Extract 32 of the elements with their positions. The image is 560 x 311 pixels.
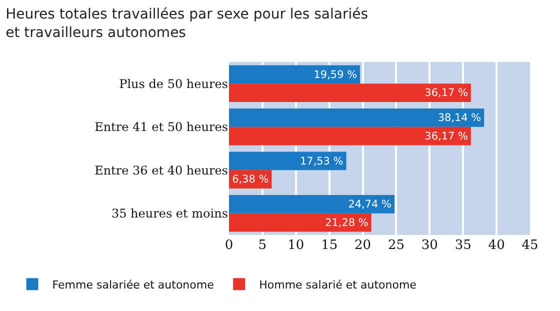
- bar: [229, 108, 484, 127]
- data-label: 6,38 %: [232, 174, 269, 186]
- x-tick-label: 45: [522, 238, 538, 253]
- data-label: 19,59 %: [314, 68, 358, 81]
- x-tick-label: 35: [454, 238, 472, 253]
- bar: [229, 84, 471, 102]
- bar: [229, 65, 360, 84]
- data-label: 36,17 %: [424, 87, 468, 100]
- x-tick-label: 10: [288, 238, 304, 253]
- data-label: 36,17 %: [424, 130, 468, 142]
- legend-label: Homme salarié et autonome: [259, 278, 417, 292]
- x-tick-label: 25: [388, 238, 404, 253]
- bar: [229, 213, 372, 232]
- y-tick-label: Entre 36 et 40 heures: [94, 163, 228, 178]
- x-tick-label: 30: [421, 238, 438, 253]
- y-tick-label: 35 heures et moins: [111, 206, 228, 221]
- legend-label: Femme salariée et autonome: [52, 278, 214, 292]
- x-tick-label: 40: [488, 238, 505, 253]
- data-label: 24,74 %: [348, 198, 392, 211]
- data-label: 17,53 %: [300, 155, 344, 168]
- bar: [229, 194, 394, 214]
- data-label: 38,14 %: [438, 112, 482, 124]
- x-tick-label: 5: [258, 238, 267, 253]
- x-tick-label: 0: [224, 238, 234, 253]
- x-tick-label: 15: [321, 238, 338, 253]
- x-tick-label: 20: [354, 238, 372, 253]
- data-label: 21,28 %: [325, 216, 368, 229]
- bar: [229, 126, 471, 146]
- chart-title: Heures totales travaillées par sexe pour les salariés et travailleurs autonomes: [6, 6, 368, 41]
- y-tick-label: Plus de 50 heures: [119, 76, 228, 91]
- y-tick-label: Entre 41 et 50 heures: [94, 120, 228, 134]
- bar: [229, 152, 346, 170]
